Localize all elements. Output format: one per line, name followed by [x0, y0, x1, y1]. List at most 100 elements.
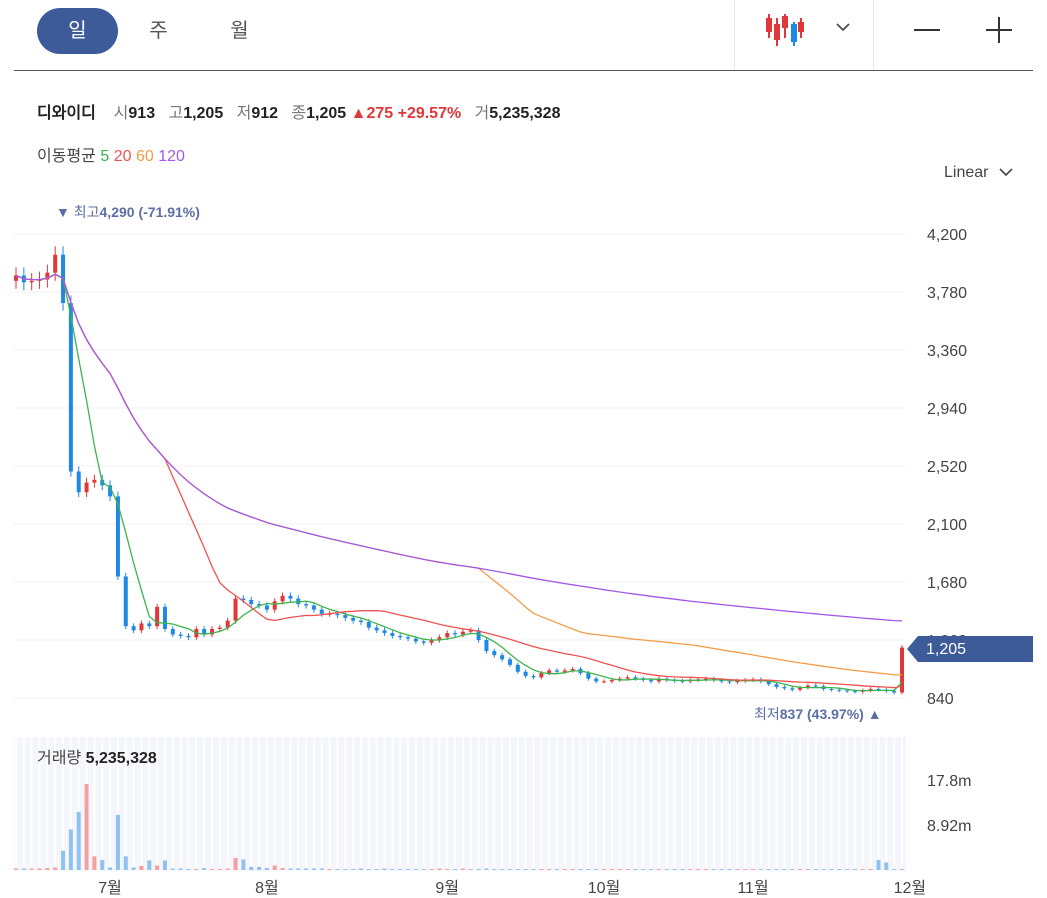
- volume-bar: [390, 868, 395, 870]
- volume-bar: [758, 868, 763, 870]
- scale-label: Linear: [944, 164, 989, 181]
- candle-body: [225, 620, 230, 628]
- candle-body: [868, 689, 873, 691]
- candle-body: [719, 680, 724, 682]
- volume-bar: [829, 868, 834, 870]
- y-tick-label: 840: [927, 691, 954, 708]
- volume-bar: [92, 856, 97, 870]
- volume-bar: [460, 868, 465, 870]
- candle-body: [53, 254, 58, 273]
- volume-bar: [382, 868, 387, 870]
- y-tick-label: 4,200: [927, 227, 967, 244]
- candle-body: [217, 627, 222, 629]
- volume-bar: [570, 868, 575, 870]
- volume-tick-label: 17.8m: [927, 773, 971, 790]
- volume-bar: [531, 868, 536, 870]
- candle-body: [233, 598, 238, 621]
- volume-bar: [852, 868, 857, 870]
- volume-bar: [656, 868, 661, 870]
- volume-bar: [202, 867, 207, 870]
- moving-average-lines: [15, 273, 903, 692]
- candle-body: [319, 609, 324, 614]
- volume-bar: [147, 860, 152, 870]
- volume-bar: [837, 868, 842, 870]
- tab-month[interactable]: 월: [230, 20, 249, 42]
- volume-bar: [594, 868, 599, 870]
- open-value: 913: [128, 105, 156, 122]
- zoom-in-button[interactable]: [982, 12, 1018, 48]
- volume-bar: [884, 862, 889, 870]
- volume-bar: [790, 868, 795, 870]
- volume-bar: [649, 868, 654, 870]
- volume-bar: [178, 868, 183, 870]
- volume-bar: [343, 868, 348, 870]
- candle-body: [123, 576, 128, 627]
- y-tick-label: 2,940: [927, 401, 967, 418]
- stock-name: 디와이디: [37, 105, 96, 122]
- volume-bar: [633, 868, 638, 870]
- candle-body: [311, 605, 316, 610]
- volume-bar: [155, 865, 160, 870]
- tab-week[interactable]: 주: [149, 20, 168, 42]
- volume-bar: [123, 856, 128, 870]
- volume-bar: [429, 868, 434, 870]
- candle-body: [108, 485, 113, 497]
- volume-bar: [296, 868, 301, 870]
- volume-bar: [586, 868, 591, 870]
- x-axis: 7월 8월 9월 10월 11월 12월: [98, 879, 926, 897]
- volume-bar: [131, 867, 136, 870]
- volume-bar: [751, 868, 756, 870]
- volume-bar: [500, 868, 505, 870]
- volume-bar: [217, 868, 222, 870]
- volume-bar: [186, 868, 191, 870]
- volume-bar: [445, 868, 450, 870]
- volume-bar: [162, 860, 167, 870]
- y-tick-label: 1,680: [927, 575, 967, 592]
- candle-body: [288, 595, 293, 599]
- candlestick-icon: [766, 14, 804, 46]
- candle-body: [492, 651, 497, 656]
- close-value: 1,205: [306, 105, 347, 122]
- candle-body: [147, 623, 152, 627]
- chart-type-selector[interactable]: [760, 10, 870, 54]
- volume-bar: [805, 868, 810, 870]
- volume-bar: [335, 868, 340, 870]
- volume-bar: [374, 868, 379, 870]
- ma-60[interactable]: 60: [135, 148, 154, 165]
- tab-day[interactable]: 일: [37, 8, 118, 54]
- high-label: 고: [168, 105, 184, 122]
- ma-20[interactable]: 20: [113, 148, 132, 165]
- volume-bar: [711, 868, 716, 870]
- candle-body: [852, 691, 857, 693]
- y-axis: 4,2003,7803,3602,9402,5202,1001,6801,260…: [927, 227, 967, 708]
- candle-body: [257, 604, 262, 606]
- candle-body: [45, 272, 50, 280]
- volume-bar: [539, 868, 544, 870]
- volume-bar: [625, 868, 630, 870]
- open-label: 시: [113, 105, 129, 122]
- high-annotation: ▼ 최고4,290 (-71.91%): [56, 204, 200, 220]
- volume-bar: [719, 868, 724, 870]
- low-annotation: 최저837 (43.97%) ▲: [754, 706, 882, 722]
- volume-bar: [476, 868, 481, 870]
- volume-bar: [735, 868, 740, 870]
- ma-5[interactable]: 5: [100, 148, 110, 165]
- ma-120[interactable]: 120: [158, 148, 185, 165]
- candle-body: [570, 669, 575, 671]
- candle-body: [845, 690, 850, 692]
- x-tick-label: 11월: [737, 879, 768, 897]
- current-price-tag: 1,205: [907, 636, 1033, 662]
- scale-selector[interactable]: Linear: [944, 164, 1013, 182]
- volume-bar: [304, 868, 309, 870]
- volume-value: 5,235,328: [489, 105, 561, 122]
- volume-bar: [664, 868, 669, 870]
- toolbar-divider: [734, 0, 735, 70]
- volume-bar: [892, 868, 897, 870]
- volume-bar: [507, 868, 512, 870]
- volume-bar: [766, 868, 771, 870]
- candle-body: [29, 280, 34, 283]
- volume-bar: [366, 868, 371, 870]
- zoom-out-button[interactable]: [910, 12, 946, 48]
- candle-body: [429, 640, 434, 643]
